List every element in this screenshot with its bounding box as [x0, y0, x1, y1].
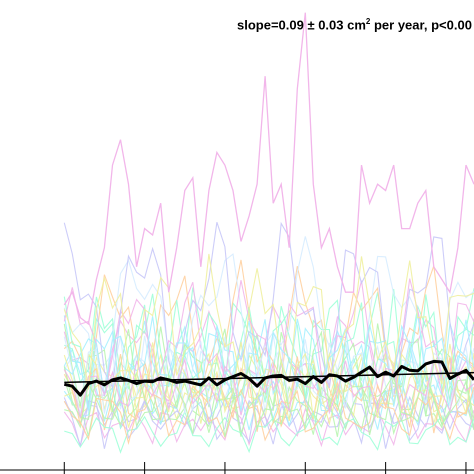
background-series-line [64, 376, 474, 435]
background-series-group [63, 221, 474, 454]
background-series-line [63, 221, 474, 396]
background-series-line [63, 253, 474, 388]
slope-annotation-exponent: 2 [365, 17, 371, 26]
mean-series-line [63, 359, 474, 397]
background-series-line [63, 278, 474, 397]
background-series-line [63, 354, 474, 434]
background-series-line [63, 236, 474, 400]
background-series-line [63, 380, 474, 446]
slope-annotation-prefix: slope=0.09 ± 0.03 cm [237, 17, 366, 33]
x-tick-group [63, 462, 467, 474]
slope-annotation: slope=0.09 ± 0.03 cm2 per year, p<0.00 [237, 17, 472, 32]
slope-annotation-suffix: per year, p<0.00 [370, 17, 472, 33]
background-series-line [63, 395, 474, 431]
background-series-line [63, 316, 474, 397]
outlier-series-line [63, 12, 474, 326]
